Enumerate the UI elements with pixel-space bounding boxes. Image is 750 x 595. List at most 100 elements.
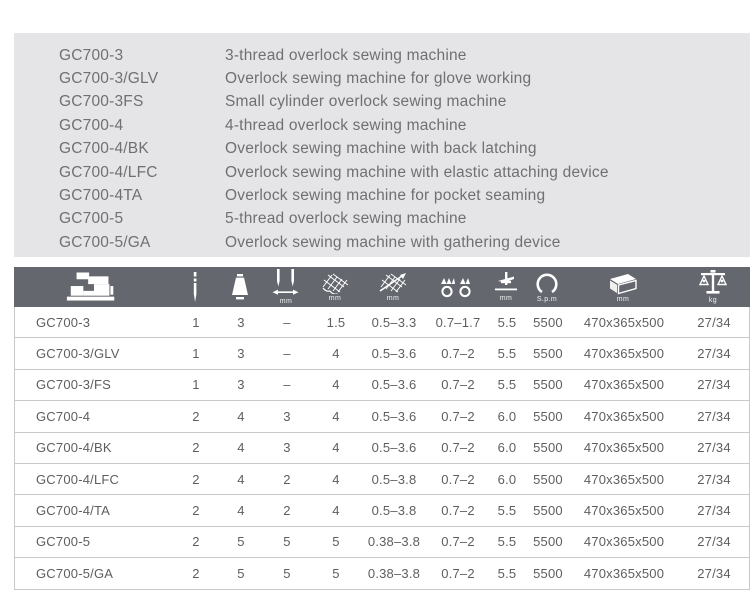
spec-value-cell: 470x365x500 [583, 471, 665, 487]
spec-value-cell: 0.5–3.8 [371, 503, 417, 519]
spec-value-cell: 5500 [533, 471, 563, 487]
spec-value-cell: 4 [237, 408, 245, 424]
spec-value-cell: 4 [332, 346, 340, 362]
model-list-item: GC700-4 4-thread overlock sewing machine [14, 114, 750, 137]
spec-value-cell: 5.5 [497, 377, 517, 393]
spec-table: mm mm [14, 267, 750, 590]
spec-value-cell: 0.7–2 [441, 346, 475, 362]
model-name: GC700-4TA [59, 187, 143, 205]
model-list: GC700-3 3-thread overlock sewing machine G… [14, 33, 750, 257]
spec-value-cell: 6.0 [497, 408, 517, 424]
model-list-item: GC700-5/GA Overlock sewing machine with g… [14, 231, 750, 254]
overedge-width-icon [320, 272, 350, 294]
spec-value-cell: 470x365x500 [583, 565, 665, 581]
spec-value-cell: 5500 [533, 377, 563, 393]
spec-value-cell: – [283, 314, 291, 330]
spec-value-cell: 5500 [533, 440, 563, 456]
weight-icon [698, 269, 728, 296]
spec-value-cell: 5 [332, 565, 340, 581]
spec-value-cell: 2 [192, 503, 200, 519]
spec-model-cell: GC700-3 [36, 314, 91, 330]
spec-value-cell: 5.5 [497, 503, 517, 519]
spec-value-cell: 2 [192, 408, 200, 424]
header-col-packing-size: mm [570, 267, 676, 307]
unit-label: mm [616, 295, 630, 303]
spec-table-header: mm mm [14, 267, 750, 307]
spec-value-cell: 27/34 [697, 377, 731, 393]
spec-value-cell: 3 [283, 408, 291, 424]
spec-value-cell: 5.5 [497, 314, 517, 330]
spec-value-cell: 2 [192, 440, 200, 456]
spec-value-cell: 27/34 [697, 565, 731, 581]
spec-table-row: GC700-4/BK 2 4 3 4 0.5–3.6 0.7–2 6.0 5500 470x365… [15, 433, 749, 464]
spec-value-cell: 27/34 [697, 503, 731, 519]
model-list-item: GC700-4TA Overlock sewing machine for poc… [14, 184, 750, 207]
spec-table-row: GC700-3/GLV 1 3 – 4 0.5–3.6 0.7–2 5.5 5500 470x36… [15, 338, 749, 370]
spec-value-cell: 0.7–2 [441, 471, 475, 487]
spec-value-cell: 5500 [533, 314, 563, 330]
spec-value-cell: 4 [332, 440, 340, 456]
spec-table-row: GC700-4/TA 2 4 2 4 0.5–3.8 0.7–2 5.5 5500 470x365… [15, 495, 749, 527]
spec-value-cell: 5500 [533, 408, 563, 424]
spec-value-cell: 0.38–3.8 [367, 534, 421, 550]
unit-label: kg [708, 296, 718, 304]
spec-value-cell: 2 [192, 471, 200, 487]
spec-value-cell: 5 [237, 565, 245, 581]
spec-value-cell: 3 [283, 440, 291, 456]
spec-model-cell: GC700-5/GA [36, 565, 114, 581]
header-col-speed: S.p.m [524, 267, 570, 307]
model-name: GC700-5/GA [59, 233, 151, 251]
spec-value-cell: 1 [192, 346, 200, 362]
presser-foot-lift-icon [493, 271, 519, 294]
spec-value-cell: 0.5–3.3 [371, 314, 417, 330]
spec-value-cell: 3 [237, 377, 245, 393]
spec-value-cell: 0.5–3.6 [371, 440, 417, 456]
spec-table-row: GC700-4/LFC 2 4 2 4 0.5–3.8 0.7–2 6.0 5500 470x36… [15, 464, 749, 496]
model-description: Small cylinder overlock sewing machine [225, 93, 507, 111]
spec-value-cell: 5 [332, 534, 340, 550]
model-name: GC700-3/GLV [59, 70, 159, 88]
spec-table-row: GC700-3/FS 1 3 – 4 0.5–3.6 0.7–2 5.5 5500 470x365… [15, 370, 749, 402]
spec-value-cell: 470x365x500 [583, 377, 665, 393]
spec-value-cell: 5 [283, 565, 291, 581]
model-description: 5-thread overlock sewing machine [225, 210, 467, 228]
header-col-model [14, 267, 172, 307]
spec-value-cell: 27/34 [697, 440, 731, 456]
spec-value-cell: 470x365x500 [583, 503, 665, 519]
header-col-overedge-width: mm [310, 267, 360, 307]
spec-value-cell: 0.38–3.8 [367, 565, 421, 581]
spec-value-cell: 27/34 [697, 346, 731, 362]
spec-value-cell: 5.5 [497, 565, 517, 581]
model-name: GC700-3 [59, 46, 124, 64]
spec-value-cell: 470x365x500 [583, 314, 665, 330]
model-description: 3-thread overlock sewing machine [225, 46, 467, 64]
model-list-item: GC700-4/LFC Overlock sewing machine with … [14, 161, 750, 184]
spec-value-cell: 0.7–2 [441, 440, 475, 456]
model-description: Overlock sewing machine for pocket seami… [225, 187, 546, 205]
speed-icon [534, 271, 560, 295]
model-name: GC700-4 [59, 116, 124, 134]
unit-label: mm [386, 294, 400, 302]
spec-value-cell: 4 [237, 471, 245, 487]
spec-value-cell: 5 [283, 534, 291, 550]
header-col-foot-lift: mm [488, 267, 524, 307]
spec-value-cell: 3 [237, 346, 245, 362]
spec-table-row: GC700-4 2 4 3 4 0.5–3.6 0.7–2 6.0 5500 470x365x50… [15, 401, 749, 433]
spec-value-cell: 4 [332, 471, 340, 487]
spec-value-cell: 2 [192, 534, 200, 550]
spec-model-cell: GC700-4 [36, 408, 91, 424]
model-list-item: GC700-3FS Small cylinder overlock sewing … [14, 91, 750, 114]
spec-model-cell: GC700-4/LFC [36, 471, 120, 487]
model-description: Overlock sewing machine with back latchi… [225, 140, 537, 158]
spec-table-row: GC700-5/GA 2 5 5 5 0.38–3.8 0.7–2 5.5 5500 470x36… [15, 558, 749, 590]
unit-label: mm [279, 297, 293, 305]
spec-table-row: GC700-3 1 3 – 1.5 0.5–3.3 0.7–1.7 5.5 5500 470x36… [15, 307, 749, 339]
spec-value-cell: 0.5–3.6 [371, 408, 417, 424]
spec-value-cell: 6.0 [497, 440, 517, 456]
header-col-needles [172, 267, 218, 307]
spec-model-cell: GC700-4/TA [36, 503, 111, 519]
spec-value-cell: 0.7–2 [441, 565, 475, 581]
spec-value-cell: 4 [332, 377, 340, 393]
model-name: GC700-5 [59, 210, 124, 228]
spec-value-cell: 27/34 [697, 408, 731, 424]
